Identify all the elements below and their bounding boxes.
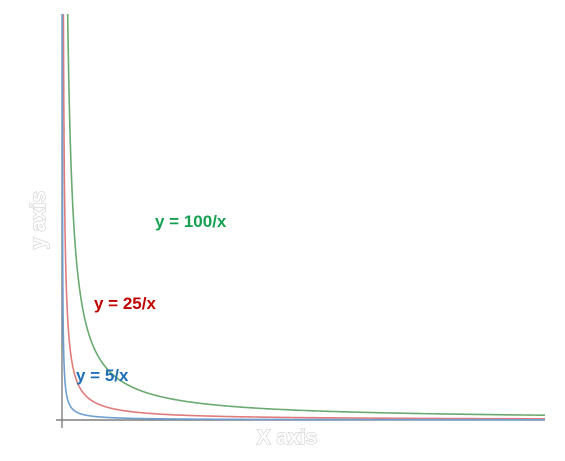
series-label-25: y = 25/x [94,294,156,313]
series-layer [61,13,546,421]
series-line-100 [66,13,546,417]
y-axis-title: y axis [27,191,50,249]
series-line-5 [61,13,545,421]
series-line-25 [62,13,546,420]
series-label-5: y = 5/x [76,366,129,385]
plot-area [56,14,545,428]
series-label-layer: y = 100/x y = 25/x y = 5/x [76,212,227,385]
series-label-100: y = 100/x [155,212,227,231]
x-axis-title: X axis [257,426,318,449]
